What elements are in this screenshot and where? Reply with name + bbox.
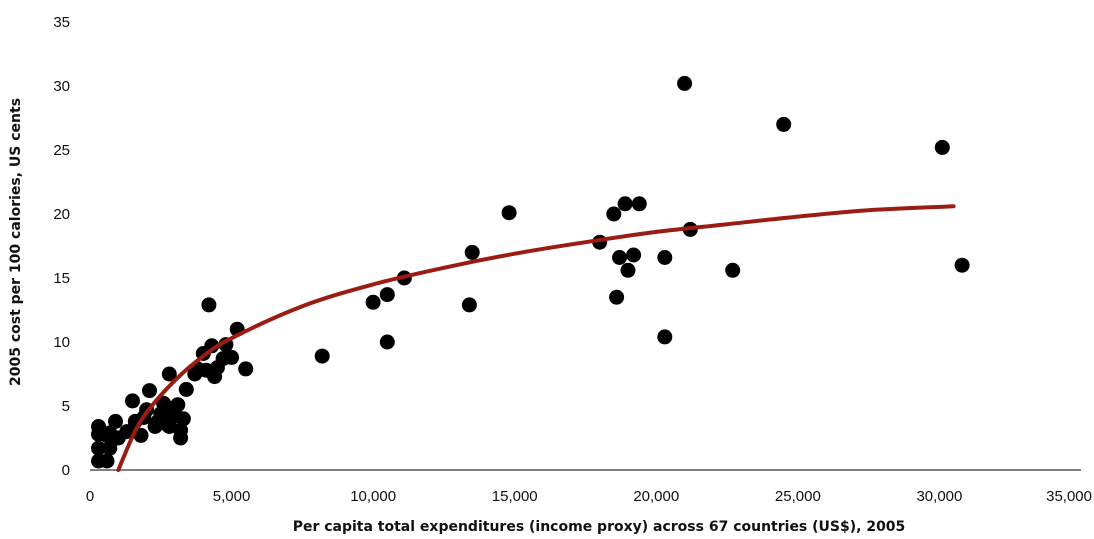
x-axis-tick-labels: 0 5,000 10,000 15,000 20,000 25,000 30,000 35,0… (86, 488, 1092, 505)
x-tick-label: 30,000 (916, 488, 962, 505)
data-point (175, 411, 191, 427)
data-point (620, 262, 636, 278)
data-point (379, 287, 395, 303)
y-tick-label: 0 (62, 462, 70, 479)
data-point (161, 366, 177, 382)
y-axis-title: 2005 cost per 100 calories, US cents (8, 98, 24, 386)
data-point (133, 427, 149, 443)
y-tick-label: 25 (53, 142, 70, 159)
x-tick-label: 10,000 (350, 488, 396, 505)
data-point (170, 397, 186, 413)
x-tick-label: 15,000 (492, 488, 538, 505)
y-tick-label: 30 (53, 78, 70, 95)
data-point (91, 440, 106, 456)
data-point (609, 289, 625, 305)
y-tick-label: 10 (53, 334, 70, 351)
data-point (142, 383, 157, 399)
y-axis-tick-labels: 0 5 10 15 20 25 30 35 (53, 14, 70, 479)
data-point (776, 116, 792, 132)
data-point (178, 381, 194, 397)
data-point (238, 361, 254, 377)
data-point (108, 413, 123, 429)
x-tick-label: 5,000 (213, 488, 251, 505)
data-point (657, 329, 673, 345)
data-point (119, 424, 135, 440)
x-axis-title: Per capita total expenditures (income pr… (293, 519, 906, 535)
data-point (173, 422, 189, 438)
y-tick-label: 35 (53, 14, 70, 31)
y-tick-label: 20 (53, 206, 70, 223)
data-point (125, 393, 140, 409)
data-point (314, 348, 330, 364)
data-point (954, 257, 970, 273)
data-point (626, 247, 642, 263)
data-point (379, 334, 395, 350)
x-tick-label: 0 (86, 488, 94, 505)
y-tick-label: 15 (53, 270, 70, 287)
data-point (657, 250, 673, 265)
data-point (102, 440, 118, 456)
data-point (201, 297, 217, 313)
data-point (365, 294, 381, 310)
data-point (677, 75, 693, 91)
data-point (224, 349, 240, 365)
y-tick-label: 5 (62, 398, 70, 415)
data-points (91, 75, 970, 469)
x-tick-label: 25,000 (775, 488, 821, 505)
data-point (461, 297, 477, 313)
x-tick-label: 35,000 (1046, 488, 1092, 505)
data-point (464, 244, 480, 260)
data-point (99, 453, 115, 469)
data-point (725, 262, 741, 278)
data-point (612, 250, 627, 265)
trendline (116, 204, 956, 472)
data-point (934, 139, 950, 155)
data-point (606, 206, 622, 222)
data-point (617, 196, 633, 212)
data-point (501, 205, 517, 221)
x-tick-label: 20,000 (633, 488, 679, 505)
data-point (631, 196, 647, 212)
